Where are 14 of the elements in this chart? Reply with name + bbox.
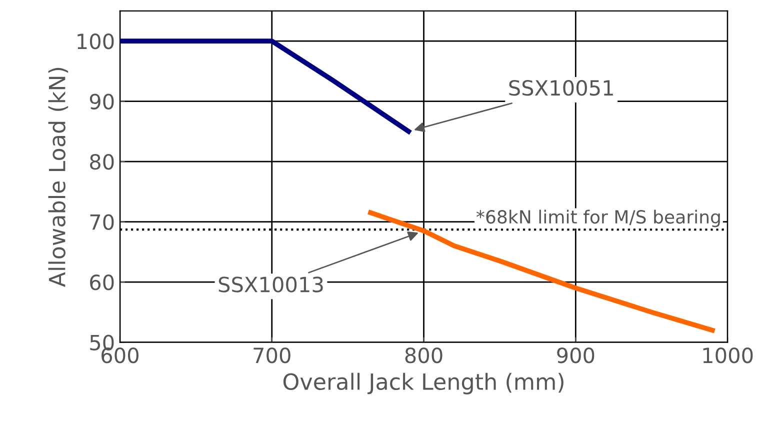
y-tick-label: 100 bbox=[78, 33, 114, 50]
text: SSX10013 bbox=[218, 276, 323, 292]
y-tick-label: 70 bbox=[90, 214, 114, 230]
x-tick-label: 1000 bbox=[703, 347, 753, 364]
x-tick-label: 700 bbox=[254, 347, 290, 364]
y-tick-label: 60 bbox=[90, 274, 114, 290]
text: SSX10051 bbox=[509, 80, 613, 96]
y-tick-label: 90 bbox=[90, 94, 114, 110]
x-tick-label: 900 bbox=[557, 347, 594, 364]
y-axis-title: Allowable Load (kN) bbox=[48, 68, 68, 287]
y-tick-label: 80 bbox=[90, 154, 114, 170]
x-tick-label: 800 bbox=[405, 347, 442, 364]
ref-line-label: *68kN limit for M/S bearing bbox=[476, 210, 720, 228]
x-axis-title: Overall Jack Length (mm) bbox=[283, 372, 564, 394]
